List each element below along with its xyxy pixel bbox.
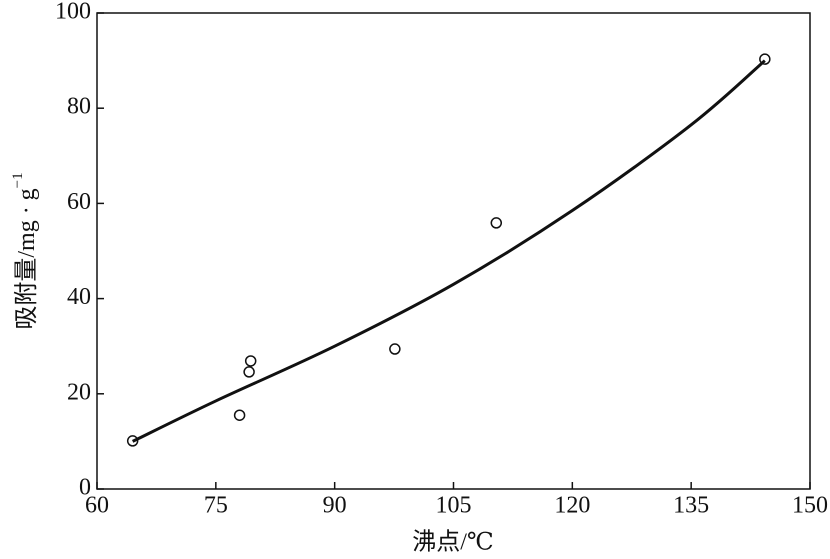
x-tick-label: 135 — [673, 493, 709, 519]
y-tick-label: 100 — [55, 0, 91, 25]
x-tick-label: 120 — [554, 493, 590, 519]
data-point — [759, 53, 771, 65]
data-point — [490, 217, 503, 229]
x-tick-label: 90 — [323, 493, 347, 519]
plot-frame — [96, 12, 811, 490]
x-tick-label: 60 — [85, 493, 109, 519]
x-tick-label: 105 — [436, 493, 472, 519]
y-tick-label: 0 — [79, 475, 91, 501]
y-tick-label: 60 — [67, 189, 91, 215]
x-axis-label: 沸点/℃ — [412, 529, 494, 556]
y-tick-label: 20 — [67, 379, 91, 405]
data-point — [389, 343, 401, 355]
y-tick-label: 40 — [67, 284, 91, 310]
data-point — [244, 355, 257, 367]
y-axis-label: 吸附量/mg · g−1 — [10, 172, 39, 329]
y-axis-label-sup: −1 — [10, 172, 26, 188]
data-point — [243, 366, 255, 378]
y-axis-label-group: 吸附量/mg · g−1 — [10, 172, 39, 329]
x-tick-label: 75 — [204, 493, 228, 519]
data-point — [126, 435, 139, 447]
y-tick-label: 80 — [67, 94, 91, 120]
data-point — [233, 409, 246, 421]
x-tick-label: 150 — [792, 493, 828, 519]
fit-curve — [131, 59, 766, 443]
y-axis-label-main: 吸附量/mg · g — [13, 188, 40, 329]
